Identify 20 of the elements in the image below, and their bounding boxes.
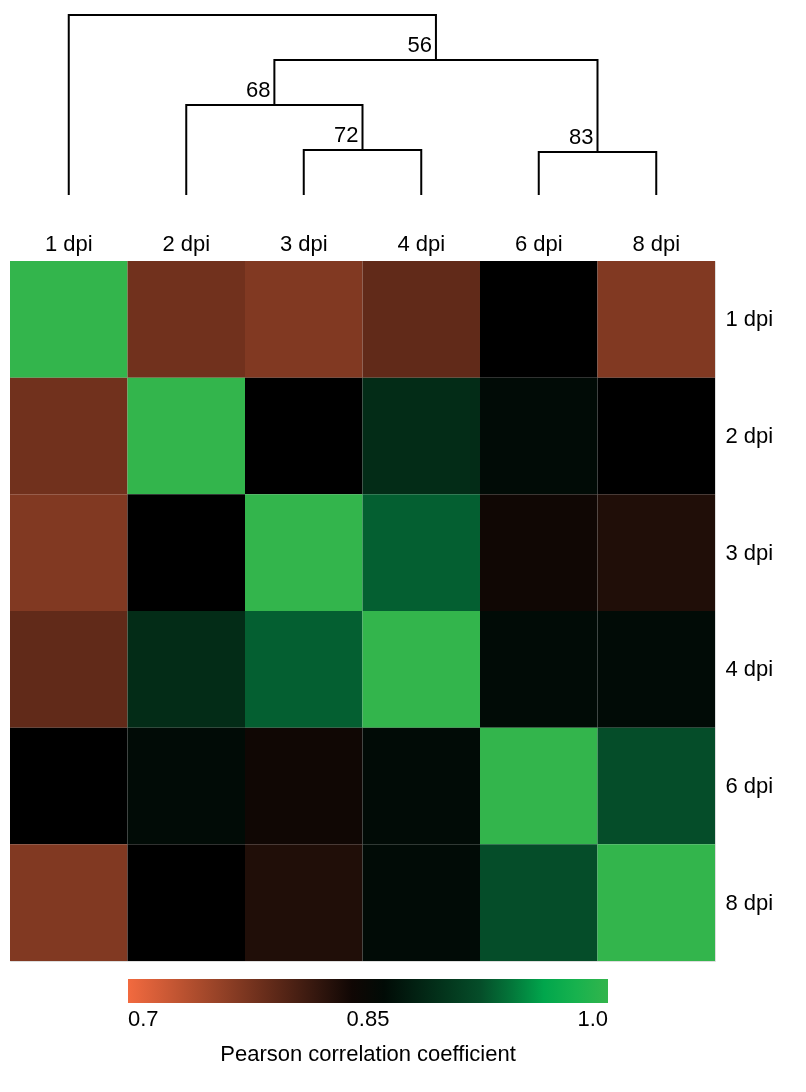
x-tick-label: 4 dpi — [397, 230, 446, 256]
text: 72 — [334, 122, 359, 147]
color-bar-label: 0.7 — [128, 1006, 159, 1031]
y-tick-label: 1 dpi — [725, 306, 774, 332]
text: 83 — [569, 124, 594, 149]
color-bar-label: 1.0 — [577, 1006, 608, 1031]
color-bar-title: Pearson correlation coefficient — [220, 1041, 516, 1066]
y-tick-label: 6 dpi — [725, 773, 774, 798]
text: 56 — [407, 32, 432, 57]
y-tick-label: 8 dpi — [725, 889, 774, 915]
x-tick-label: 1 dpi — [44, 230, 93, 256]
color-bar-label: 0.85 — [346, 1006, 390, 1031]
y-tick-label: 2 dpi — [725, 423, 774, 448]
text: 68 — [245, 77, 271, 102]
y-tick-label: 4 dpi — [725, 656, 774, 682]
y-tick-label: 3 dpi — [725, 539, 774, 565]
x-tick-label: 3 dpi — [279, 230, 328, 256]
x-tick-label: 6 dpi — [514, 230, 563, 256]
x-tick-label: 2 dpi — [162, 230, 211, 256]
x-tick-label: 8 dpi — [632, 230, 681, 256]
